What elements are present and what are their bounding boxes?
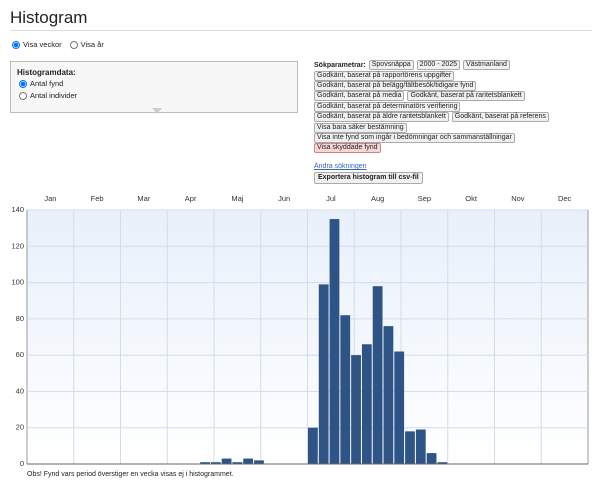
param-button: 2000 - 2025 — [416, 60, 461, 71]
month-label: Nov — [511, 194, 525, 203]
bar — [415, 429, 426, 464]
param-row: Visa inte fynd som ingår i bedömningar o… — [314, 132, 599, 143]
bar — [232, 462, 243, 464]
bar — [340, 315, 351, 464]
month-label: Aug — [371, 194, 384, 203]
param-button: Godkänt, baserat på media — [314, 91, 405, 102]
month-label: Apr — [185, 194, 197, 203]
param-button: Godkänt, baserat på determinatörs verifi… — [314, 101, 461, 112]
pointer — [152, 108, 162, 114]
y-tick-label: 80 — [16, 314, 24, 323]
bar — [200, 462, 210, 464]
param-row: Godkänt, baserat på rapportörens uppgift… — [314, 70, 599, 81]
label: Visa veckor — [23, 40, 62, 49]
footnote: Obs! Fynd vars period överstiger en veck… — [27, 471, 234, 478]
divider — [10, 30, 592, 31]
page-title: Histogram — [10, 8, 88, 27]
month-label: Jul — [326, 194, 336, 203]
label: Visa år — [80, 40, 104, 49]
month-label: Feb — [91, 194, 104, 203]
box-title: Histogramdata: — [17, 68, 76, 77]
y-tick-label: 20 — [16, 423, 24, 432]
param-row: Godkänt, baserat på äldre raritetsblanke… — [314, 112, 599, 123]
params-label: Sökparametrar: — [314, 61, 366, 69]
radio-count[interactable]: Antal fynd — [19, 79, 289, 88]
param-button: Godkänt, baserat på referens — [451, 112, 549, 123]
month-label: Maj — [231, 194, 243, 203]
y-tick-label: 0 — [20, 459, 24, 468]
param-row: Visa skyddade fynd — [314, 143, 599, 154]
param-button: Visa skyddade fynd — [314, 143, 381, 154]
param-button: Godkänt, baserat på äldre raritetsblanke… — [314, 112, 449, 123]
bar — [383, 326, 394, 464]
y-tick-label: 140 — [11, 205, 24, 214]
bar — [221, 458, 232, 464]
y-tick-label: 120 — [11, 241, 24, 250]
month-label: Mar — [137, 194, 150, 203]
bar — [437, 462, 448, 464]
param-row: Godkänt, baserat på determinatörs verifi… — [314, 101, 599, 112]
bar — [405, 431, 415, 464]
label: Antal fynd — [30, 79, 64, 88]
export-button[interactable]: Exportera histogram till csv-fil — [314, 172, 423, 184]
change-search-link[interactable]: Ändra sökningen — [314, 163, 367, 170]
month-label: Jan — [44, 194, 56, 203]
bar — [318, 284, 329, 464]
link-wrap: Ändra sökningen — [314, 155, 367, 173]
param-button: Västmanland — [463, 60, 510, 71]
param-button: Godkänt, baserat på rapportörens uppgift… — [314, 70, 455, 81]
param-row: Sökparametrar: Spovsnäppa 2000 - 2025 Västm… — [314, 60, 599, 71]
bar — [372, 286, 383, 464]
bar — [210, 462, 221, 464]
radio-individuals[interactable]: Antal individer — [19, 91, 289, 100]
month-label: Jun — [278, 194, 290, 203]
param-button: Godkänt, baserat på raritetsblankett — [407, 91, 525, 102]
param-row: Godkänt, baserat på media Godkänt, basera… — [314, 91, 599, 102]
param-button: Spovsnäppa — [368, 60, 414, 71]
param-row: Visa bara säker bestämning — [314, 122, 599, 133]
y-tick-label: 100 — [11, 278, 24, 287]
bar — [254, 460, 264, 464]
param-button: Visa bara säker bestämning — [314, 122, 407, 133]
month-label: Dec — [558, 194, 572, 203]
chart: Jan Feb Mar Apr Maj Jun Jul Aug Sep Okt Nov Dec 0 20 4… — [11, 194, 589, 468]
y-tick-label: 60 — [16, 350, 24, 359]
bar — [351, 355, 361, 464]
param-row: Godkänt, baserat på belägg/fältbesök/tid… — [314, 80, 599, 91]
month-label: Sep — [418, 194, 431, 203]
bar — [426, 453, 437, 464]
radio-year[interactable]: Visa år — [69, 40, 104, 49]
radio-weeks[interactable]: Visa veckor — [12, 40, 62, 49]
view-options: Visa veckor Visa år — [12, 40, 104, 49]
param-button: Visa inte fynd som ingår i bedömningar o… — [314, 132, 515, 143]
month-label: Okt — [465, 194, 478, 203]
bar — [361, 344, 372, 464]
search-params: Sökparametrar: Spovsnäppa 2000 - 2025 Västm… — [314, 60, 599, 154]
param-button: Godkänt, baserat på belägg/fältbesök/tid… — [314, 80, 477, 91]
label: Antal individer — [30, 91, 78, 100]
histogram-data-box: Histogramdata: Antal fynd Antal individe… — [10, 61, 298, 113]
bar — [308, 427, 318, 464]
bar — [329, 219, 340, 464]
bar — [243, 458, 254, 464]
y-tick-label: 40 — [16, 386, 24, 395]
bar — [394, 351, 405, 464]
